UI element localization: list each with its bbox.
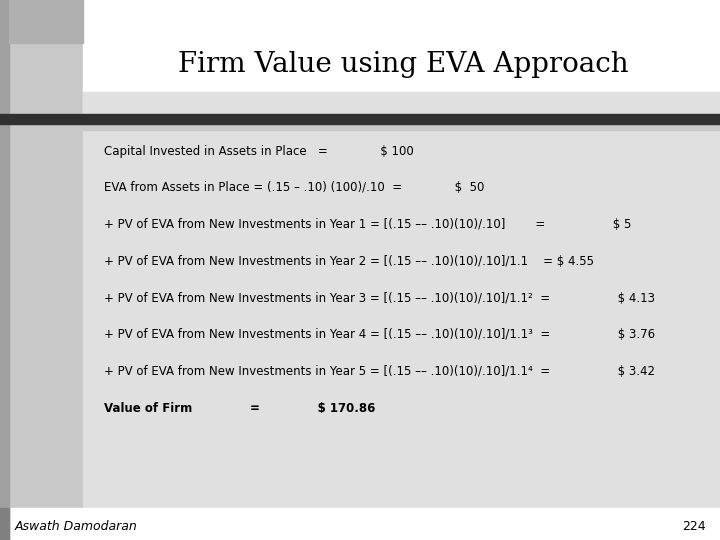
- Text: Value of Firm              =              $ 170.86: Value of Firm = $ 170.86: [104, 402, 376, 415]
- Bar: [0, 0, 83, 540]
- Bar: [83, 123, 720, 130]
- Bar: [83, 0, 720, 114]
- Text: Firm Value using EVA Approach: Firm Value using EVA Approach: [178, 51, 629, 78]
- Text: EVA from Assets in Place = (.15 – .10) (100)/.10  =              $  50: EVA from Assets in Place = (.15 – .10) (…: [104, 181, 485, 194]
- Bar: [0, 508, 9, 540]
- Bar: [9, 0, 83, 43]
- Bar: [0, 508, 720, 540]
- Bar: [0, 114, 720, 124]
- Text: + PV of EVA from New Investments in Year 3 = [(.15 –– .10)(10)/.10]/1.1²  =     : + PV of EVA from New Investments in Year…: [104, 292, 655, 305]
- Text: + PV of EVA from New Investments in Year 1 = [(.15 –– .10)(10)/.10]        =    : + PV of EVA from New Investments in Year…: [104, 218, 631, 231]
- Bar: [83, 92, 720, 508]
- Bar: [0, 0, 9, 540]
- Text: Capital Invested in Assets in Place   =              $ 100: Capital Invested in Assets in Place = $ …: [104, 145, 414, 158]
- Text: + PV of EVA from New Investments in Year 4 = [(.15 –– .10)(10)/.10]/1.1³  =     : + PV of EVA from New Investments in Year…: [104, 328, 655, 341]
- Text: + PV of EVA from New Investments in Year 2 = [(.15 –– .10)(10)/.10]/1.1    = $ 4: + PV of EVA from New Investments in Year…: [104, 255, 595, 268]
- Text: + PV of EVA from New Investments in Year 5 = [(.15 –– .10)(10)/.10]/1.1⁴  =     : + PV of EVA from New Investments in Year…: [104, 365, 655, 378]
- Text: Aswath Damodaran: Aswath Damodaran: [14, 520, 137, 533]
- Text: 224: 224: [682, 520, 706, 533]
